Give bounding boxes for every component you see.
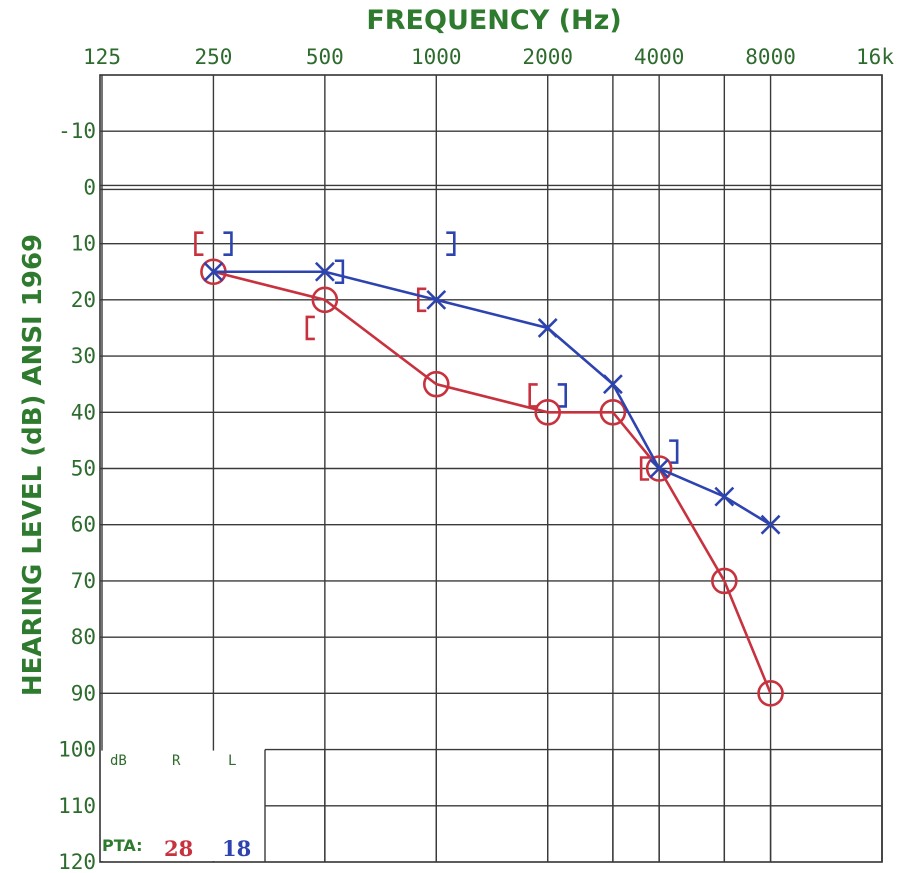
left-ear-point xyxy=(314,261,335,282)
bone-conduction-right-marker xyxy=(194,231,204,256)
right-ear-point xyxy=(757,680,784,707)
y-tick-label: 120 xyxy=(58,850,96,873)
series-line-right xyxy=(213,270,772,694)
bone-conduction-left-marker xyxy=(669,439,679,464)
left-ear-point xyxy=(602,374,623,395)
pta-left-value: 18 xyxy=(222,836,251,861)
bone-conduction-left-marker xyxy=(223,231,233,256)
bone-conduction-right-marker xyxy=(305,315,315,341)
pta-label: PTA: xyxy=(102,836,142,855)
legend-header-db: dB xyxy=(110,753,127,769)
hearing-level-axis-title: HEARING LEVEL (dB) ANSI 1969 xyxy=(18,234,48,696)
right-ear-point xyxy=(711,567,738,595)
y-tick-label: 70 xyxy=(71,569,96,593)
x-tick-label: 250 xyxy=(194,45,232,69)
x-tick-label: 125 xyxy=(83,45,121,69)
x-tick-label: 8000 xyxy=(745,45,796,69)
x-tick-label: 500 xyxy=(306,45,344,69)
left-ear-point xyxy=(760,514,781,535)
y-tick-label: -10 xyxy=(58,119,96,143)
legend-box xyxy=(101,750,264,861)
bone-conduction-left-marker xyxy=(334,259,345,285)
left-ear-point xyxy=(426,289,447,310)
y-tick-label: 20 xyxy=(71,288,96,312)
x-tick-label: 1000 xyxy=(411,45,462,69)
pta-legend-table: dB R L PTA: 28 18 xyxy=(102,753,251,861)
y-tick-label: 100 xyxy=(58,738,96,762)
y-tick-label: 10 xyxy=(71,232,96,256)
y-tick-label: 50 xyxy=(71,457,96,481)
y-tick-label: 110 xyxy=(58,794,96,818)
series-line-left xyxy=(213,270,772,526)
bone-conduction-left-marker xyxy=(557,383,568,408)
bone-conduction-right-marker xyxy=(528,383,538,408)
right-ear-point xyxy=(534,398,562,426)
legend-header-l: L xyxy=(228,753,236,769)
y-tick-label: 90 xyxy=(71,681,96,705)
y-tick-labels: -10 0 10 20 30 40 50 60 70 80 90 100 110 120 xyxy=(58,119,96,873)
right-ear-point xyxy=(422,370,450,398)
x-tick-label: 4000 xyxy=(634,45,685,69)
x-tick-label: 16k xyxy=(856,45,894,69)
bone-conduction-right-marker xyxy=(639,456,650,481)
right-ear-point xyxy=(311,286,339,314)
legend-header-r: R xyxy=(172,753,181,769)
grid xyxy=(99,74,883,863)
y-tick-label: 40 xyxy=(71,400,96,424)
y-tick-label: 80 xyxy=(71,625,96,649)
bone-conduction-right-marker xyxy=(416,287,427,313)
pta-right-value: 28 xyxy=(164,836,193,861)
bone-conduction-left-marker xyxy=(446,231,456,256)
y-tick-label: 0 xyxy=(83,175,96,199)
left-ear-point xyxy=(537,318,558,338)
x-tick-labels: 125 250 500 1000 2000 4000 8000 16k xyxy=(83,45,894,69)
right-ear-point xyxy=(599,398,627,426)
series-layer xyxy=(194,231,784,707)
y-tick-label: 30 xyxy=(71,344,96,368)
left-ear-point xyxy=(714,486,735,507)
left-ear-point xyxy=(203,261,224,282)
y-tick-label: 60 xyxy=(71,513,96,537)
x-tick-label: 2000 xyxy=(522,45,573,69)
right-ear-point xyxy=(645,455,673,482)
frequency-axis-title: FREQUENCY (Hz) xyxy=(366,5,621,36)
left-ear-point xyxy=(649,458,670,479)
